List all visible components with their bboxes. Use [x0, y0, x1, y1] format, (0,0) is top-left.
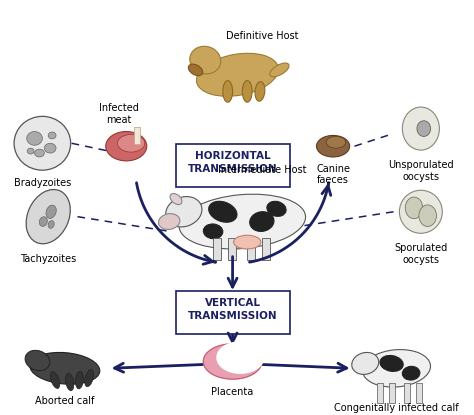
Bar	[404, 383, 410, 403]
Text: HORIZONTAL
TRANSMISSION: HORIZONTAL TRANSMISSION	[188, 151, 277, 174]
Bar	[416, 383, 422, 403]
Bar	[134, 127, 140, 144]
Ellipse shape	[50, 372, 60, 388]
Ellipse shape	[46, 205, 56, 218]
Ellipse shape	[190, 46, 221, 74]
Ellipse shape	[417, 121, 430, 137]
Ellipse shape	[39, 217, 47, 226]
Polygon shape	[217, 342, 264, 373]
Ellipse shape	[242, 81, 252, 102]
Ellipse shape	[326, 137, 346, 148]
Ellipse shape	[267, 201, 286, 216]
Text: Unsporulated
oocysts: Unsporulated oocysts	[388, 160, 454, 181]
Ellipse shape	[380, 356, 403, 371]
Ellipse shape	[352, 352, 379, 374]
Ellipse shape	[35, 149, 44, 157]
Ellipse shape	[209, 201, 237, 222]
Text: Canine
faeces: Canine faeces	[316, 164, 350, 186]
FancyBboxPatch shape	[175, 291, 290, 334]
Bar	[228, 238, 236, 260]
Ellipse shape	[27, 132, 42, 145]
Ellipse shape	[179, 194, 306, 249]
Ellipse shape	[48, 132, 56, 139]
Polygon shape	[203, 344, 262, 379]
Ellipse shape	[234, 235, 261, 249]
Ellipse shape	[85, 369, 93, 387]
Ellipse shape	[14, 116, 71, 170]
Ellipse shape	[402, 107, 439, 150]
Ellipse shape	[270, 63, 289, 77]
FancyBboxPatch shape	[175, 144, 290, 187]
Text: Bradyzoites: Bradyzoites	[14, 178, 71, 188]
Ellipse shape	[400, 190, 442, 233]
Ellipse shape	[25, 350, 50, 371]
Ellipse shape	[317, 135, 350, 157]
Ellipse shape	[223, 81, 233, 102]
Ellipse shape	[30, 352, 100, 384]
Ellipse shape	[188, 64, 203, 76]
Ellipse shape	[27, 148, 34, 154]
Text: Placenta: Placenta	[211, 387, 254, 397]
Ellipse shape	[65, 374, 74, 391]
Ellipse shape	[106, 132, 147, 161]
Ellipse shape	[255, 82, 265, 101]
Text: Sporulated
oocysts: Sporulated oocysts	[394, 243, 447, 265]
Ellipse shape	[166, 197, 202, 227]
Ellipse shape	[197, 53, 278, 96]
Ellipse shape	[75, 371, 83, 389]
Ellipse shape	[402, 366, 420, 380]
Text: Definitive Host: Definitive Host	[226, 31, 298, 41]
Ellipse shape	[26, 190, 70, 244]
Text: Intermediate Host: Intermediate Host	[218, 165, 306, 175]
Ellipse shape	[419, 205, 437, 227]
Ellipse shape	[48, 221, 54, 228]
Text: Tachyzoites: Tachyzoites	[20, 254, 76, 264]
Ellipse shape	[118, 134, 145, 152]
Text: Congenitally infected calf: Congenitally infected calf	[334, 403, 459, 413]
Text: VERTICAL
TRANSMISSION: VERTICAL TRANSMISSION	[188, 298, 277, 321]
Ellipse shape	[44, 143, 56, 153]
Bar	[262, 238, 270, 260]
Ellipse shape	[203, 224, 223, 239]
Bar	[377, 383, 383, 403]
Bar	[213, 238, 221, 260]
Bar	[389, 383, 394, 403]
Text: Aborted calf: Aborted calf	[35, 396, 94, 406]
Ellipse shape	[250, 212, 274, 232]
Ellipse shape	[405, 197, 423, 219]
Ellipse shape	[363, 349, 430, 387]
Bar	[247, 238, 255, 260]
Ellipse shape	[170, 193, 182, 205]
Text: Infected
meat: Infected meat	[99, 103, 138, 124]
Ellipse shape	[158, 214, 180, 229]
